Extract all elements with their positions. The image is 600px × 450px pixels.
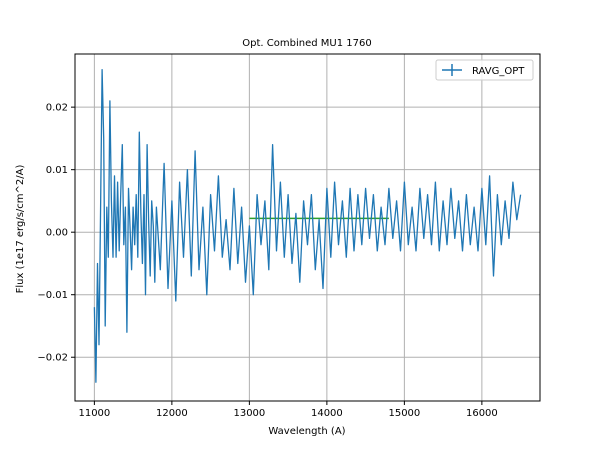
plot-frame [74, 53, 541, 402]
series-line-ravg-opt [93, 68, 522, 383]
x-ticks: 11000 12000 13000 14000 15000 16000 [78, 401, 498, 419]
chart-title: Opt. Combined MU1 1760 [242, 38, 371, 49]
legend-box [435, 59, 534, 81]
y-ticks: −0.02 −0.01 0.00 0.01 0.02 [37, 103, 75, 364]
y-tick-label: 0.02 [46, 103, 68, 114]
y-tick-label: −0.01 [37, 290, 68, 301]
y-tick-label: 0.01 [46, 165, 68, 176]
legend: RAVG_OPT [435, 59, 534, 81]
y-tick-label: −0.02 [37, 353, 68, 364]
legend-label: RAVG_OPT [472, 66, 525, 77]
x-tick-label: 15000 [388, 408, 420, 419]
x-tick-label: 16000 [466, 408, 498, 419]
x-tick-label: 11000 [78, 408, 110, 419]
x-tick-label: 14000 [311, 408, 343, 419]
y-tick-label: 0.00 [46, 228, 68, 239]
grid [75, 54, 540, 401]
x-tick-label: 12000 [156, 408, 188, 419]
series-layer [93, 68, 522, 383]
x-axis-label: Wavelength (A) [268, 426, 345, 437]
y-axis-label: Flux (1e17 erg/s/cm^2/A) [15, 165, 26, 294]
x-tick-label: 13000 [233, 408, 265, 419]
